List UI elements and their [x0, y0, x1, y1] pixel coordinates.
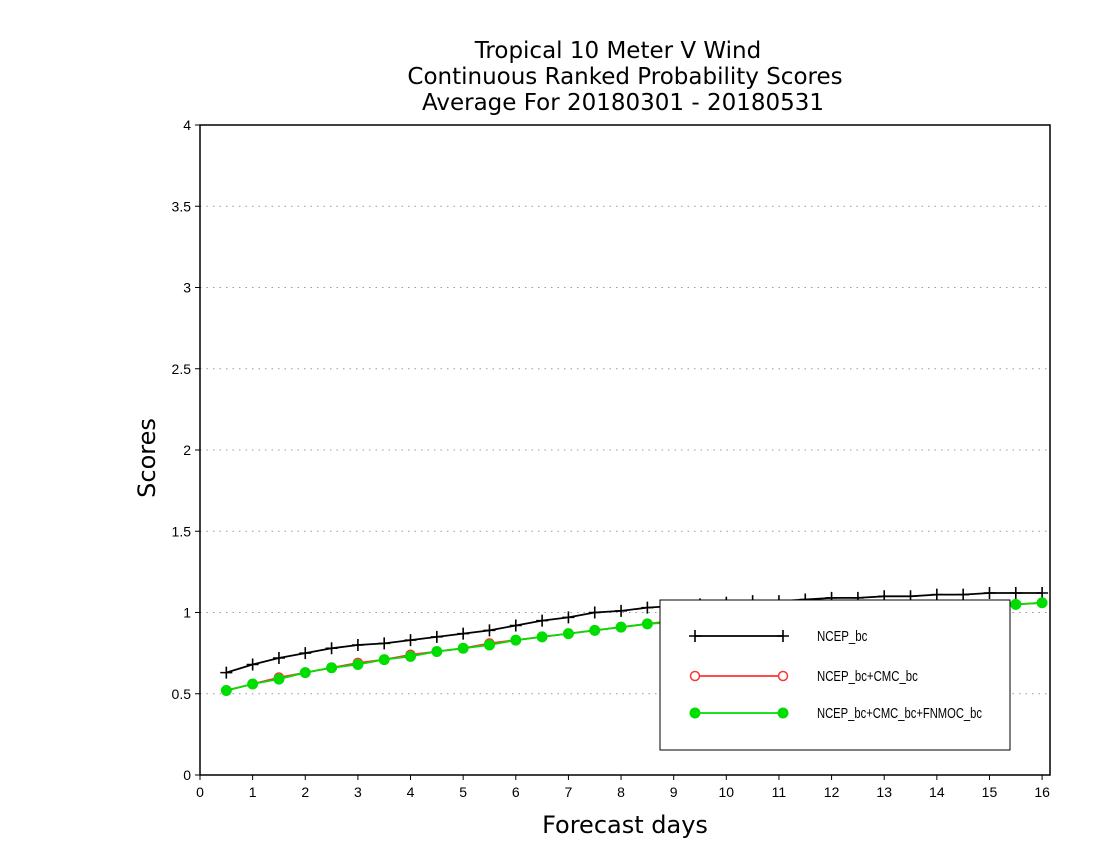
x-tick-label: 16: [1034, 784, 1050, 800]
data-point: [536, 614, 549, 627]
x-tick-label: 11: [772, 784, 787, 800]
legend-entry-2: NCEP_bc+CMC_bc: [689, 668, 918, 685]
data-point: [562, 628, 574, 640]
data-point: [509, 619, 522, 632]
x-tick-label: 12: [824, 784, 840, 800]
legend-box: [659, 599, 1011, 751]
y-tick-label: 0: [183, 767, 191, 783]
chart-title-line-1: Tropical 10 Meter V Wind: [474, 38, 761, 64]
data-point: [615, 621, 627, 633]
x-tick-label: 8: [617, 784, 625, 800]
data-point: [483, 624, 496, 637]
data-point: [352, 659, 364, 670]
x-tick-label: 3: [354, 784, 362, 800]
y-tick-label: 2.5: [172, 361, 192, 377]
data-point: [510, 634, 522, 646]
y-tick-label: 4: [183, 117, 191, 133]
legend-marker: [689, 630, 701, 642]
chart-title-line-2: Continuous Ranked Probability Scores: [407, 64, 842, 90]
x-tick-label: 2: [301, 784, 309, 800]
x-tick-label: 4: [407, 784, 415, 800]
data-point: [483, 639, 495, 651]
chart-title-line-3: Average For 20180301 - 20180531: [422, 90, 824, 116]
x-tick-label: 5: [459, 784, 467, 800]
data-point: [430, 630, 443, 643]
data-point: [615, 604, 628, 617]
x-axis-label: Forecast days: [542, 811, 708, 839]
data-point: [457, 642, 469, 654]
data-point: [405, 650, 417, 662]
data-point: [641, 618, 653, 630]
data-point: [351, 639, 364, 651]
data-point: [641, 601, 654, 614]
data-point: [1036, 587, 1049, 599]
y-tick-label: 3: [183, 280, 191, 296]
data-point: [404, 634, 417, 647]
y-tick-label: 3.5: [172, 198, 192, 214]
x-tick-label: 15: [982, 784, 998, 800]
data-point: [588, 606, 601, 619]
data-point: [325, 642, 338, 655]
legend: NCEP_bc NCEP_bc+CMC_bc NCEP_bc+CMC_bc+FNMO…: [659, 599, 1011, 751]
data-point: [457, 627, 470, 640]
legend-marker: [777, 670, 789, 682]
data-point: [247, 678, 259, 690]
legend-marker: [689, 670, 701, 682]
y-axis-ticks: 0 0.5 1 1.5 2 2.5 3 3.5 4: [172, 117, 200, 783]
legend-entry-1: NCEP_bc: [689, 628, 868, 645]
legend-label: NCEP_bc+CMC_bc: [817, 668, 918, 685]
data-point: [562, 611, 575, 624]
x-tick-label: 0: [196, 784, 204, 800]
y-tick-label: 1: [183, 605, 191, 621]
data-point: [983, 587, 996, 599]
x-tick-label: 9: [670, 784, 678, 800]
data-point: [220, 685, 232, 696]
data-point: [930, 588, 943, 601]
data-point: [326, 662, 338, 674]
y-tick-label: 2: [183, 442, 191, 458]
x-axis-ticks: 0 1 2 3 4 5 6 7 8 9 10 11 12 13 14 15 16: [196, 775, 1050, 800]
legend-entry-3: NCEP_bc+CMC_bc+FNMOC_bc: [689, 705, 982, 722]
data-point: [299, 647, 312, 660]
legend-marker: [777, 630, 789, 642]
data-point: [431, 646, 443, 657]
x-tick-label: 1: [249, 784, 257, 800]
data-point: [273, 673, 285, 685]
legend-marker: [689, 707, 701, 719]
data-point: [246, 658, 259, 671]
data-point: [589, 624, 601, 636]
data-point: [536, 631, 548, 643]
data-point: [272, 652, 285, 664]
x-tick-label: 7: [565, 784, 573, 800]
x-tick-label: 6: [512, 784, 520, 800]
data-point: [299, 667, 311, 679]
legend-label: NCEP_bc+CMC_bc+FNMOC_bc: [817, 705, 982, 722]
data-point: [378, 654, 390, 666]
data-point: [1009, 587, 1022, 599]
legend-marker: [777, 707, 789, 719]
data-point: [378, 637, 391, 650]
y-tick-label: 1.5: [172, 523, 192, 539]
x-tick-label: 13: [876, 784, 892, 800]
y-tick-label: 0.5: [172, 686, 192, 702]
legend-label: NCEP_bc: [817, 628, 868, 645]
chart-title: Tropical 10 Meter V Wind Continuous Rank…: [407, 38, 842, 116]
x-tick-label: 14: [929, 784, 945, 800]
x-tick-label: 10: [719, 784, 735, 800]
data-point: [957, 588, 970, 601]
data-point: [220, 666, 233, 679]
data-point: [1010, 598, 1022, 610]
y-axis-label: Scores: [133, 418, 161, 498]
data-point: [1036, 597, 1048, 609]
